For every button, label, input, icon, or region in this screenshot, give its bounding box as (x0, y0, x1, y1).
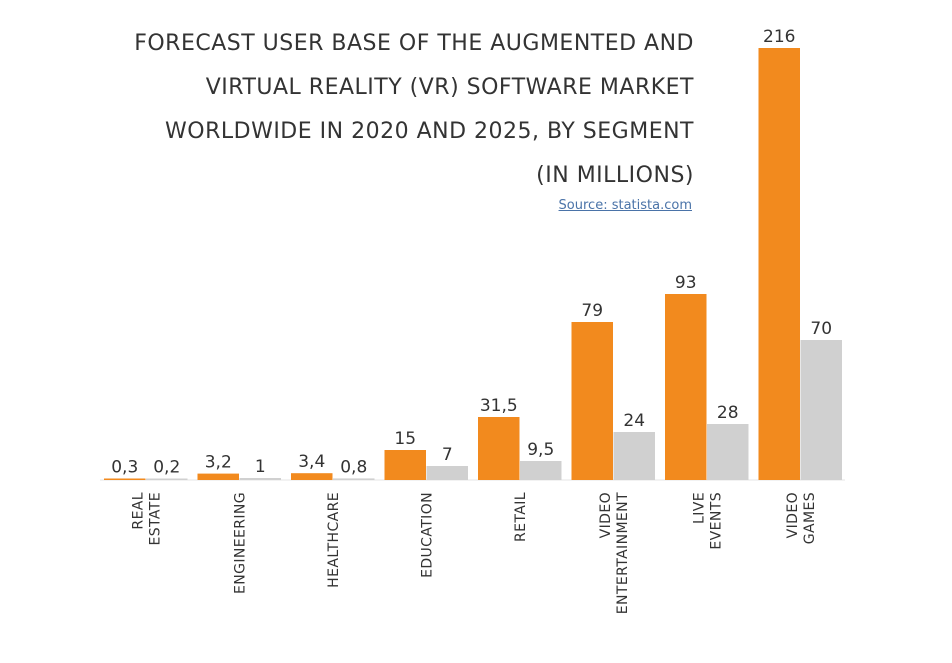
data-label-gray-6: 28 (717, 403, 739, 423)
category-label-2-line-0: HEALTHCARE (326, 492, 342, 588)
bar-orange-6 (665, 294, 707, 480)
bar-gray-6 (707, 424, 749, 480)
bar-orange-1 (197, 473, 239, 480)
bar-gray-0 (146, 478, 188, 480)
bar-orange-4 (478, 417, 520, 480)
data-label-gray-3: 7 (442, 445, 453, 465)
data-label-gray-1: 1 (255, 457, 266, 477)
data-label-gray-4: 9,5 (527, 440, 554, 460)
source-link[interactable]: Source: statista.com (558, 198, 692, 213)
bar-orange-0 (104, 478, 146, 480)
category-label-4-line-0: RETAIL (513, 492, 529, 542)
data-label-gray-0: 0,2 (153, 458, 180, 478)
data-label-orange-6: 93 (675, 273, 697, 293)
category-label-0-line-1: ESTATE (147, 492, 163, 546)
data-label-gray-5: 24 (623, 411, 645, 431)
bar-gray-5 (613, 432, 655, 480)
category-label-1-line-0: ENGINEERING (232, 492, 248, 594)
data-label-orange-4: 31,5 (480, 396, 518, 416)
bar-orange-2 (291, 473, 333, 480)
bar-orange-3 (384, 450, 426, 480)
category-label-5-line-0: VIDEO (598, 492, 614, 538)
category-label-5-line-1: ENTERTAINMENT (615, 492, 631, 614)
bar-gray-2 (333, 478, 375, 480)
bar-orange-7 (758, 48, 800, 480)
category-label-0-line-0: REAL (130, 492, 146, 530)
chart-title: FORECAST USER BASE OF THE AUGMENTED AND … (54, 22, 694, 198)
category-label-7-line-0: VIDEO (785, 492, 801, 538)
data-label-orange-2: 3,4 (298, 452, 325, 472)
category-label-3-line-0: EDUCATION (419, 492, 435, 578)
chart-title-line-4: (IN MILLIONS) (536, 163, 694, 188)
data-label-orange-1: 3,2 (205, 453, 232, 473)
chart-title-line-2: VIRTUAL REALITY (VR) SOFTWARE MARKET (205, 75, 694, 100)
category-label-7-line-1: GAMES (802, 492, 818, 544)
bar-gray-3 (426, 466, 468, 480)
chart-title-line-1: FORECAST USER BASE OF THE AUGMENTED AND (134, 31, 694, 56)
data-label-orange-5: 79 (581, 301, 603, 321)
bar-orange-5 (571, 322, 613, 480)
data-label-orange-3: 15 (394, 429, 416, 449)
bar-gray-7 (800, 340, 842, 480)
category-label-6-line-0: LIVE (691, 492, 707, 524)
data-label-gray-2: 0,8 (340, 457, 367, 477)
bar-gray-1 (239, 478, 281, 480)
bar-gray-4 (520, 461, 562, 480)
data-label-orange-0: 0,3 (111, 458, 138, 478)
chart-title-line-3: WORLDWIDE IN 2020 AND 2025, BY SEGMENT (165, 119, 694, 144)
data-label-gray-7: 70 (810, 319, 832, 339)
data-label-orange-7: 216 (763, 27, 795, 47)
category-label-6-line-1: EVENTS (708, 492, 724, 550)
